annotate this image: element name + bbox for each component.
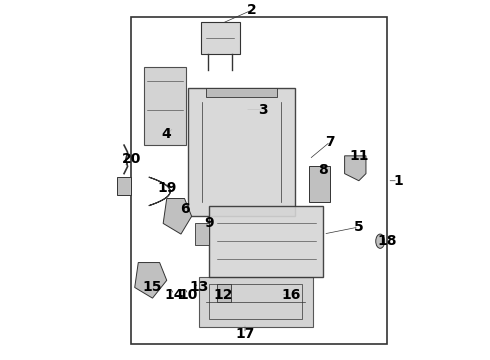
Bar	[217, 284, 231, 302]
Bar	[144, 67, 186, 145]
Polygon shape	[135, 262, 167, 298]
Text: 10: 10	[178, 288, 198, 302]
Text: 13: 13	[189, 280, 208, 294]
Bar	[309, 166, 330, 202]
Text: 20: 20	[122, 152, 141, 166]
Text: 9: 9	[205, 216, 214, 230]
Text: 11: 11	[349, 149, 368, 163]
Bar	[209, 284, 302, 319]
Bar	[195, 224, 209, 245]
Polygon shape	[163, 198, 192, 234]
Text: 14: 14	[164, 288, 184, 302]
Bar	[188, 88, 295, 216]
Text: 12: 12	[214, 288, 233, 302]
Text: 3: 3	[258, 103, 268, 117]
Text: 2: 2	[247, 3, 257, 17]
Ellipse shape	[376, 234, 385, 248]
Text: 1: 1	[393, 174, 403, 188]
Bar	[200, 22, 240, 54]
Bar	[131, 17, 387, 345]
Bar	[209, 206, 323, 277]
Text: 8: 8	[318, 163, 328, 177]
Bar	[206, 88, 277, 97]
Text: 18: 18	[378, 234, 397, 248]
Text: 16: 16	[282, 288, 301, 302]
Text: 19: 19	[157, 181, 176, 195]
Text: 17: 17	[235, 327, 255, 341]
Bar	[199, 277, 313, 327]
Text: 4: 4	[162, 127, 172, 141]
Polygon shape	[344, 156, 366, 181]
Bar	[117, 177, 131, 195]
Text: 6: 6	[180, 202, 189, 216]
Text: 5: 5	[354, 220, 364, 234]
Text: 15: 15	[143, 280, 162, 294]
Text: 7: 7	[325, 135, 335, 149]
